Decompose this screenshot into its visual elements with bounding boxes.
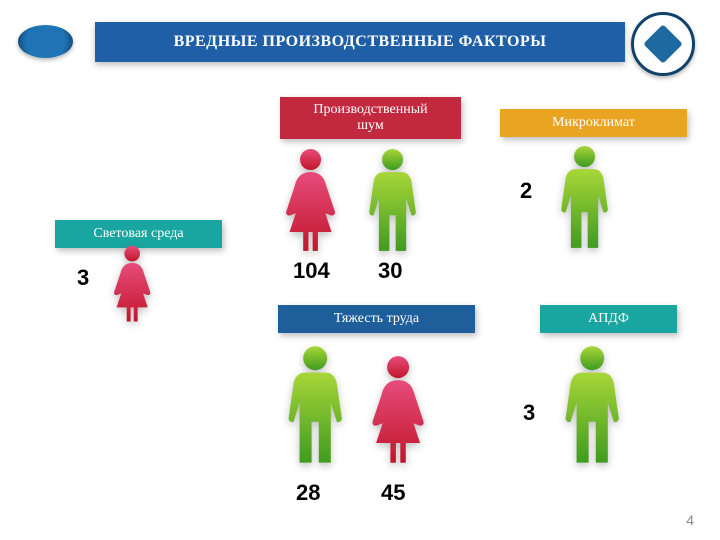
value-microclimate: 2 [520,178,532,204]
header-title: ВРЕДНЫЕ ПРОИЗВОДСТВЕННЫЕ ФАКТОРЫ [174,33,547,51]
person-icon [555,345,629,470]
person-icon [108,245,156,328]
tag-industrial-noise: Производственныйшум [280,97,461,139]
value-noise-male: 30 [378,258,402,284]
person-icon [278,148,343,258]
person-icon [278,345,352,470]
tag-light-environment: Световая среда [55,220,222,248]
value-labor-female: 45 [381,480,405,506]
header-bar: ВРЕДНЫЕ ПРОИЗВОДСТВЕННЫЕ ФАКТОРЫ [95,22,625,62]
page-number: 4 [686,512,694,528]
value-noise-female: 104 [293,258,330,284]
person-icon [552,145,617,255]
logo-right [631,12,695,76]
tag-labor-severity: Тяжесть труда [278,305,475,333]
slide-root: ВРЕДНЫЕ ПРОИЗВОДСТВЕННЫЕ ФАКТОРЫ Светова… [0,0,720,540]
tag-microclimate: Микроклимат [500,109,687,137]
person-icon [364,355,432,470]
value-apdf: 3 [523,400,535,426]
logo-left [18,25,73,58]
value-labor-male: 28 [296,480,320,506]
value-light-environment: 3 [77,265,89,291]
person-icon [360,148,425,258]
tag-apdf: АПДФ [540,305,677,333]
